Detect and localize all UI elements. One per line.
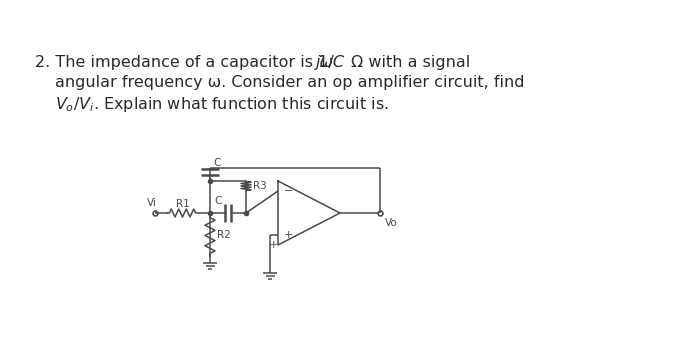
Text: +: + [268,240,278,250]
Text: Vi: Vi [147,198,157,208]
Text: R1: R1 [176,199,190,209]
Text: 2. The impedance of a capacitor is 1/: 2. The impedance of a capacitor is 1/ [35,54,334,69]
Text: C: C [214,196,222,206]
Text: angular frequency ω. Consider an op amplifier circuit, find: angular frequency ω. Consider an op ampl… [55,76,524,91]
Text: R2: R2 [217,231,231,240]
Text: $V_o/V_i$. Explain what function this circuit is.: $V_o/V_i$. Explain what function this ci… [55,94,389,114]
Text: Vo: Vo [385,218,398,228]
Text: C: C [213,158,220,168]
Text: jωC: jωC [316,54,345,69]
Text: −: − [284,186,293,196]
Text: Ω with a signal: Ω with a signal [351,54,470,69]
Text: +: + [284,230,293,240]
Text: R3: R3 [253,181,267,191]
